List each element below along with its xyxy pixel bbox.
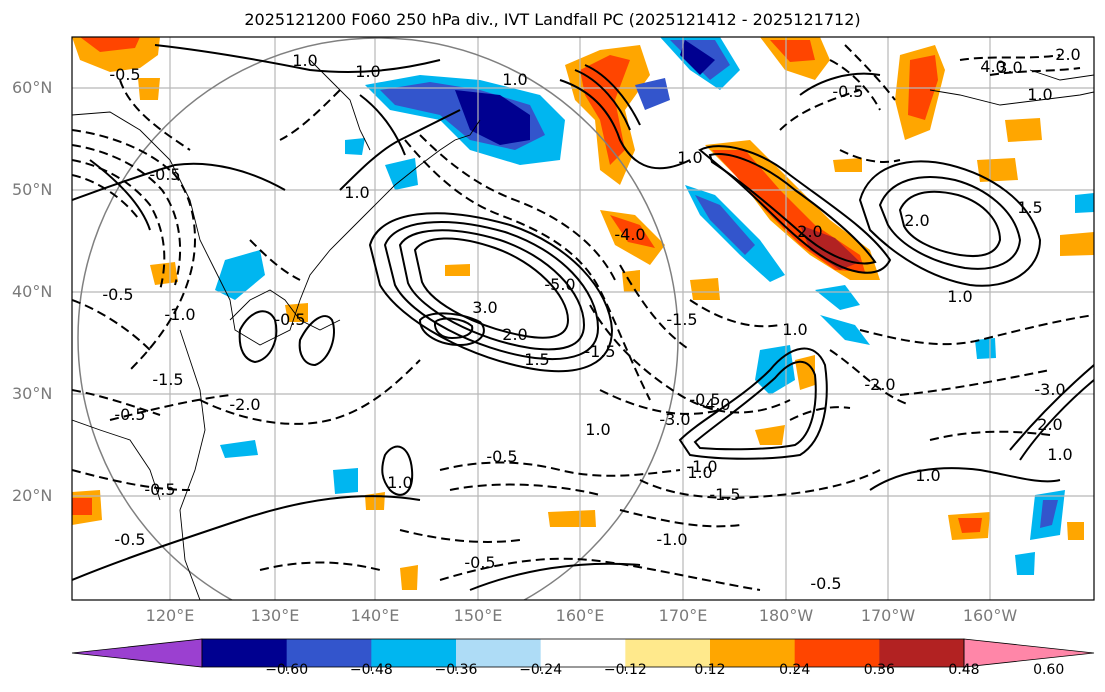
contour-positive-label: 1.0	[947, 287, 972, 306]
lon-label-170w: 170°W	[860, 606, 916, 625]
lat-label-40n: 40°N	[12, 282, 53, 301]
contour-negative-label: -1.5	[709, 485, 740, 504]
contour-positive-label: 1.0	[585, 420, 610, 439]
lon-label-130e: 130°E	[250, 606, 300, 625]
lon-label-140e: 140°E	[350, 606, 400, 625]
contour-negative-label: -0.5	[464, 553, 495, 572]
colorbar-tick-label: 0.36	[863, 662, 895, 678]
contour-negative-label: -0.5	[149, 165, 180, 184]
coastlines	[72, 59, 1094, 600]
contour-negative-label: -1.5	[666, 310, 697, 329]
colorbar-extend-min	[71, 638, 203, 668]
contour-negative-label: -0.5	[274, 310, 305, 329]
contour-positive-label: 2.0	[1055, 45, 1080, 64]
contour-negative-label: -0.5	[486, 447, 517, 466]
contour-positive-label: 2.0	[502, 325, 527, 344]
contour-negative-label: -1.5	[584, 342, 615, 361]
lat-label-50n: 50°N	[12, 180, 53, 199]
contour-positive-label: 4.0	[980, 57, 1005, 76]
contour-positive-label: 2.0	[797, 222, 822, 241]
contour-negative-label: -0.5	[144, 480, 175, 499]
colorbar-frame	[201, 638, 965, 668]
colorbar-segment	[625, 639, 711, 667]
contour-positive-label: 1.0	[782, 320, 807, 339]
contour-negative-label: -5.0	[544, 275, 575, 294]
lon-label-160w: 160°W	[962, 606, 1018, 625]
contour-positive-label: 1.0	[677, 148, 702, 167]
lon-label-180w: 180°W	[758, 606, 814, 625]
contour-positive-label: 1.5	[524, 350, 549, 369]
lat-label-30n: 30°N	[12, 384, 53, 403]
colorbar-tick-label: −0.48	[349, 662, 393, 678]
contour-positive-label: 3.0	[997, 58, 1022, 77]
colorbar-tick-label: 0.60	[1033, 662, 1065, 678]
colorbar-segment	[371, 639, 457, 667]
map-title: 2025121200 F060 250 hPa div., IVT Landfa…	[244, 10, 861, 29]
contour-labels-negative: -0.5 -0.5 -0.5 -0.5 -0.5 -1.5 -2.0 -1.0 -1.5 -1.0…	[102, 65, 1065, 593]
divergence-contours-positive	[72, 44, 1094, 591]
contour-negative-label: -2.0	[229, 395, 260, 414]
contour-positive-label: 1.0	[1047, 445, 1072, 464]
colorbar-segment	[202, 639, 288, 667]
divergence-contours-negative	[72, 44, 1094, 591]
lat-label-60n: 60°N	[12, 78, 53, 97]
colorbar-tick-label: 0.12	[694, 662, 726, 678]
contour-negative-label: -0.5	[102, 285, 133, 304]
contour-positive-label: 3.0	[472, 298, 497, 317]
contour-positive-label: 2.0	[1037, 415, 1062, 434]
contour-negative-label: -0.5	[114, 530, 145, 549]
contour-negative-label: -4.0	[614, 225, 645, 244]
colorbar-tick-label: 0.48	[948, 662, 980, 678]
contour-negative-label: -1.0	[686, 457, 717, 476]
colorbar-segment	[540, 639, 626, 667]
contour-positive-label: 1.0	[687, 463, 712, 482]
contour-negative-label: -4.0	[699, 395, 730, 414]
contour-positive-label: 1.0	[1027, 85, 1052, 104]
contour-negative-label: -1.5	[152, 370, 183, 389]
region-circle	[77, 37, 679, 600]
contour-negative-label: -2.0	[864, 375, 895, 394]
contour-positive-label: 1.0	[502, 70, 527, 89]
contour-negative-label: -0.5	[689, 390, 720, 409]
lat-label-20n: 20°N	[12, 486, 53, 505]
colorbar-segment	[794, 639, 880, 667]
colorbar-tick-label: 0.24	[779, 662, 811, 678]
contour-negative-label: -0.5	[109, 65, 140, 84]
contour-positive-label: 2.0	[904, 211, 929, 230]
lon-label-160e: 160°E	[555, 606, 605, 625]
colorbar-tick-label: −0.36	[434, 662, 478, 678]
contour-positive-label: 1.5	[1017, 198, 1042, 217]
colorbar-tick-label: −0.12	[603, 662, 647, 678]
colorbar-tick-label: −0.60	[265, 662, 309, 678]
contour-positive-label: 1.0	[292, 51, 317, 70]
lon-label-170e: 170°E	[658, 606, 708, 625]
colorbar-tick-label: −0.24	[519, 662, 563, 678]
contour-positive-label: 1.0	[344, 183, 369, 202]
contour-negative-label: -0.5	[810, 574, 841, 593]
contour-negative-label: -1.0	[164, 305, 195, 324]
colorbar	[71, 638, 1095, 671]
contour-positive-label: 1.0	[915, 466, 940, 485]
contour-labels-positive: 1.0 1.0 1.0 1.0 2.0 3.0 2.0 1.5 1.0 1.5 2.0 1.0 1.0 1…	[292, 45, 1080, 492]
colorbar-segment	[456, 639, 542, 667]
colorbar-segment	[879, 639, 965, 667]
lon-label-150e: 150°E	[453, 606, 503, 625]
contour-negative-label: -0.5	[114, 405, 145, 424]
contour-positive-label: 1.0	[387, 473, 412, 492]
contour-positive-label: 1.0	[355, 62, 380, 81]
contour-negative-label: -1.0	[656, 530, 687, 549]
lon-label-120e: 120°E	[145, 606, 195, 625]
colorbar-segment	[710, 639, 796, 667]
contour-negative-label: -0.5	[832, 82, 863, 101]
contour-negative-label: -3.0	[1034, 380, 1065, 399]
contour-negative-label: -3.0	[659, 410, 690, 429]
colorbar-segment	[286, 639, 372, 667]
